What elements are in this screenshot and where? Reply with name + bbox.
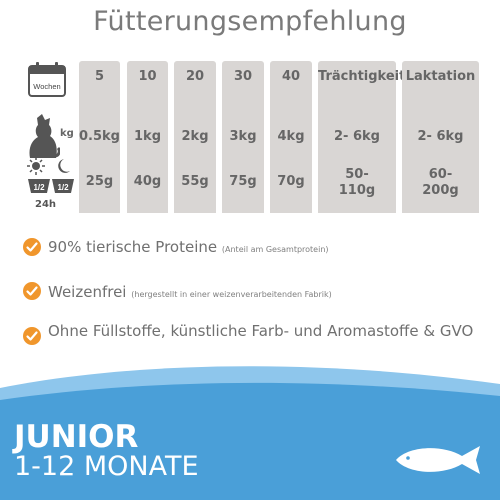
portion-label-right: 1/2 [57, 183, 69, 192]
column-grams: 40g [133, 174, 162, 189]
column-header: 30 [233, 69, 253, 84]
column-weight: 1kg [134, 129, 161, 144]
feature-wheat-free: Weizenfrei (hergestellt in einer weizenv… [48, 283, 332, 301]
column-grams: 50- 110g [338, 167, 376, 198]
blue-banner [0, 366, 500, 500]
column-10: 10 1kg 40g [127, 61, 168, 213]
column-grams: 55g [181, 174, 209, 189]
24h-label: 24h [35, 199, 57, 210]
kg-label: kg [60, 128, 74, 139]
check-icon [23, 238, 41, 256]
weeks-label: Wochen [33, 82, 60, 91]
column-weight: 3kg [229, 129, 257, 144]
feature-note: (hergestellt in einer weizenverarbeitend… [131, 290, 332, 299]
column-30: 30 3kg 75g [222, 61, 264, 213]
column-header: 10 [138, 69, 157, 84]
feature-protein: 90% tierische Proteine (Anteil am Gesamt… [48, 238, 329, 256]
check-icon [23, 327, 41, 345]
banner-title: JUNIOR [14, 419, 139, 455]
feeding-icon: 1/2 1/2 [27, 157, 74, 193]
column-20: 20 2kg 55g [174, 61, 216, 213]
feature-main: Ohne Füllstoffe, künstliche Farb- und Ar… [48, 322, 474, 340]
column-weight: 2- 6kg [417, 129, 464, 144]
column-weight: 2kg [181, 129, 209, 144]
portion-label-left: 1/2 [33, 183, 45, 192]
column-weight: 0.5kg [79, 129, 120, 144]
column-grams: 70g [277, 174, 305, 189]
column-pregnancy: Trächtigkeit 2- 6kg 50- 110g [318, 61, 406, 213]
column-weight: 4kg [277, 129, 305, 144]
column-header: 5 [94, 69, 105, 84]
column-header: 20 [185, 69, 205, 84]
check-icon [23, 282, 41, 300]
feature-main: 90% tierische Proteine [48, 238, 218, 256]
column-40: 40 4kg 70g [270, 61, 312, 213]
column-grams: 25g [85, 174, 114, 189]
calendar-icon: Wochen [28, 62, 66, 97]
cat-icon [29, 114, 60, 158]
banner-subtitle: 1-12 MONATE [14, 451, 199, 482]
column-header: Laktation [405, 69, 476, 84]
feature-no-fillers: Ohne Füllstoffe, künstliche Farb- und Ar… [48, 321, 488, 341]
feature-note: (Anteil am Gesamtprotein) [221, 245, 329, 254]
feature-main: Weizenfrei [48, 283, 127, 301]
column-lactation: Laktation 2- 6kg 60- 200g [402, 61, 479, 213]
column-header: 40 [281, 69, 301, 84]
column-5: 5 0.5kg 25g [79, 61, 120, 213]
column-grams: 60- 200g [422, 167, 459, 198]
column-weight: 2- 6kg [334, 129, 380, 144]
page-title: Fütterungsempfehlung [93, 6, 407, 37]
fish-icon [396, 446, 480, 474]
column-grams: 75g [229, 174, 257, 189]
column-header: Trächtigkeit [318, 69, 406, 84]
